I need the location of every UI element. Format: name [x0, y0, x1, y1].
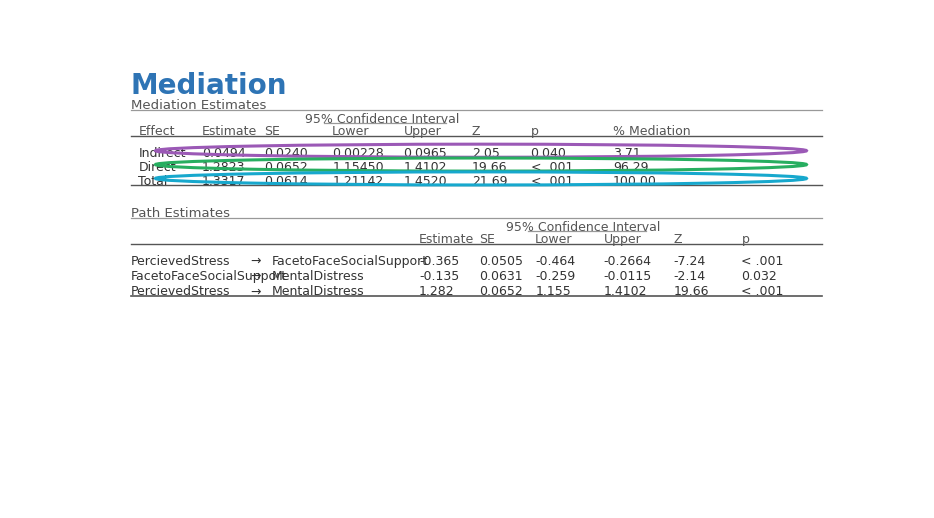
Text: < .001: < .001 [742, 255, 784, 268]
Text: MentalDistress: MentalDistress [272, 285, 364, 298]
Text: -0.365: -0.365 [419, 255, 460, 268]
Text: 0.040: 0.040 [531, 147, 567, 160]
Text: Upper: Upper [603, 233, 642, 246]
Text: 0.0505: 0.0505 [479, 255, 523, 268]
Text: 3.71: 3.71 [613, 147, 641, 160]
Text: Mediation Estimates: Mediation Estimates [131, 99, 266, 112]
Text: 21.69: 21.69 [472, 175, 507, 188]
Text: 1.282: 1.282 [419, 285, 455, 298]
Text: % Mediation: % Mediation [613, 125, 690, 138]
Text: FacetoFaceSocialSupport: FacetoFaceSocialSupport [131, 270, 287, 283]
Text: -0.2664: -0.2664 [603, 255, 651, 268]
Text: Indirect: Indirect [138, 147, 186, 160]
Text: Mediation: Mediation [131, 72, 287, 100]
Text: 1.4102: 1.4102 [403, 161, 447, 174]
Text: 0.0494: 0.0494 [202, 147, 246, 160]
Text: 0.032: 0.032 [742, 270, 777, 283]
Text: -0.464: -0.464 [535, 255, 575, 268]
Text: 0.0652: 0.0652 [479, 285, 523, 298]
Text: -2.14: -2.14 [673, 270, 705, 283]
Text: < .001: < .001 [531, 161, 573, 174]
Text: Direct: Direct [138, 161, 177, 174]
Text: Total: Total [138, 175, 168, 188]
Text: PercievedStress: PercievedStress [131, 285, 230, 298]
Text: Upper: Upper [403, 125, 441, 138]
Text: SE: SE [264, 125, 280, 138]
Text: 1.155: 1.155 [535, 285, 571, 298]
Text: 0.0240: 0.0240 [264, 147, 307, 160]
Text: →: → [250, 270, 261, 283]
Text: Path Estimates: Path Estimates [131, 207, 230, 220]
Text: 0.00228: 0.00228 [333, 147, 384, 160]
Text: PercievedStress: PercievedStress [131, 255, 230, 268]
Text: 0.0965: 0.0965 [403, 147, 447, 160]
Text: < .001: < .001 [742, 285, 784, 298]
Text: < .001: < .001 [531, 175, 573, 188]
Text: 100.00: 100.00 [613, 175, 657, 188]
Text: Lower: Lower [535, 233, 573, 246]
Text: 1.4102: 1.4102 [603, 285, 647, 298]
Text: Lower: Lower [333, 125, 370, 138]
Text: 1.15450: 1.15450 [333, 161, 384, 174]
Text: -0.135: -0.135 [419, 270, 460, 283]
Text: 19.66: 19.66 [673, 285, 709, 298]
Text: 95% Confidence Interval: 95% Confidence Interval [304, 113, 459, 126]
Text: →: → [250, 255, 261, 268]
Text: MentalDistress: MentalDistress [272, 270, 364, 283]
Text: 1.2823: 1.2823 [202, 161, 246, 174]
Text: Estimate: Estimate [202, 125, 257, 138]
Text: Effect: Effect [138, 125, 175, 138]
Text: 1.3317: 1.3317 [202, 175, 246, 188]
Text: Estimate: Estimate [419, 233, 474, 246]
Text: 1.4520: 1.4520 [403, 175, 447, 188]
Text: -7.24: -7.24 [673, 255, 705, 268]
Text: 96.29: 96.29 [613, 161, 648, 174]
Text: p: p [742, 233, 749, 246]
Text: 95% Confidence Interval: 95% Confidence Interval [506, 221, 660, 234]
Text: SE: SE [479, 233, 495, 246]
Text: 2.05: 2.05 [472, 147, 500, 160]
Text: 19.66: 19.66 [472, 161, 507, 174]
Text: Z: Z [472, 125, 480, 138]
Text: 0.0614: 0.0614 [264, 175, 307, 188]
Text: →: → [250, 285, 261, 298]
Text: Z: Z [673, 233, 682, 246]
Text: 1.21142: 1.21142 [333, 175, 384, 188]
Text: 0.0631: 0.0631 [479, 270, 523, 283]
Text: 0.0652: 0.0652 [264, 161, 307, 174]
Text: -0.259: -0.259 [535, 270, 575, 283]
Text: -0.0115: -0.0115 [603, 270, 652, 283]
Text: p: p [531, 125, 539, 138]
Text: FacetoFaceSocialSupport: FacetoFaceSocialSupport [272, 255, 428, 268]
